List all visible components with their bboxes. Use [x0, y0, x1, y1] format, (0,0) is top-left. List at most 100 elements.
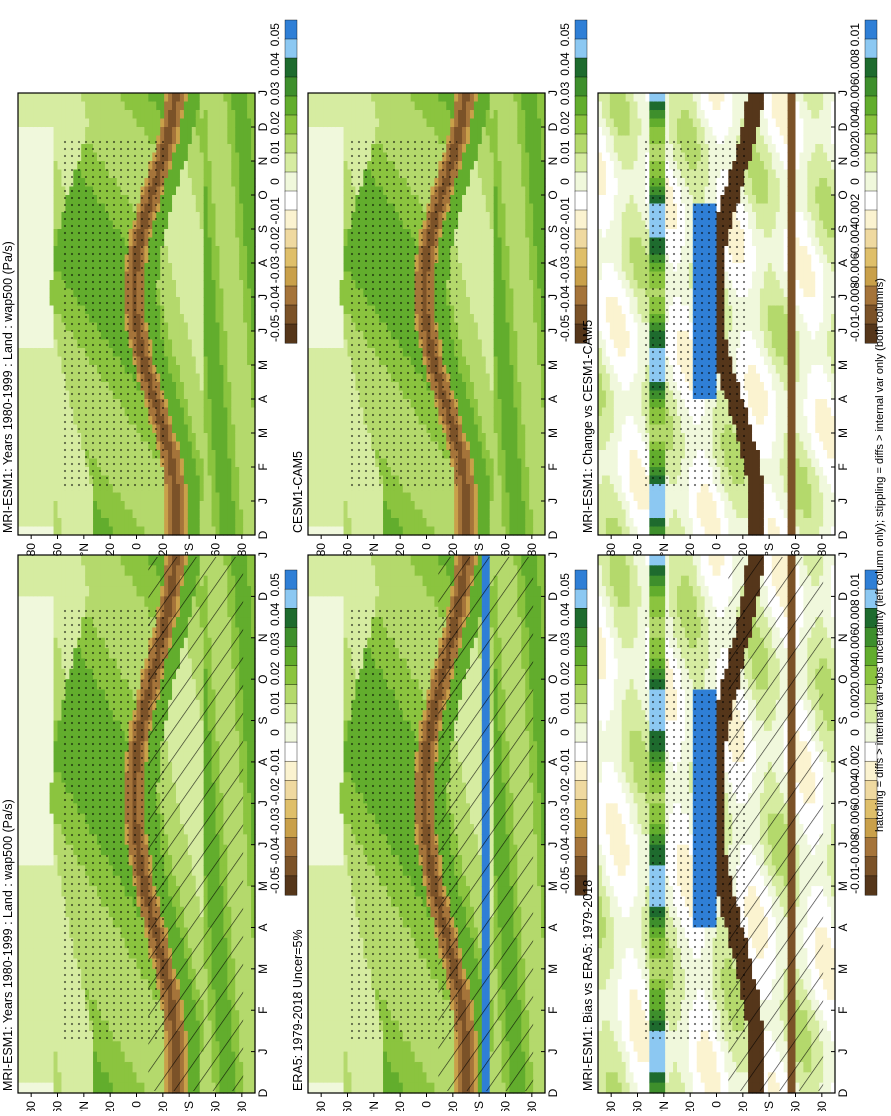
heat-cell	[26, 1052, 31, 1063]
heat-cell	[140, 1083, 145, 1094]
heat-cell	[46, 408, 51, 417]
heat-cell	[22, 484, 27, 493]
heat-cell	[42, 1021, 47, 1032]
heat-cell	[117, 596, 122, 607]
heat-cell	[89, 586, 94, 597]
heat-cell	[42, 170, 47, 179]
heat-cell	[18, 938, 23, 949]
heat-cell	[22, 153, 27, 162]
heat-cell	[133, 1041, 138, 1052]
heat-cell	[26, 467, 31, 476]
heat-cell	[22, 917, 27, 928]
colorbar-swatch	[285, 819, 297, 838]
heat-cell	[38, 948, 43, 959]
heat-cell	[38, 408, 43, 417]
heat-cell	[50, 204, 55, 213]
heat-cell	[54, 783, 59, 794]
heat-cell	[247, 855, 252, 866]
heat-cell	[247, 1000, 252, 1011]
time-tick-label: F	[256, 1007, 270, 1014]
heat-cell	[125, 586, 130, 597]
heat-cell	[50, 518, 55, 527]
heat-cell	[50, 1010, 55, 1021]
heat-cell	[38, 510, 43, 519]
heat-cell	[137, 518, 142, 527]
heat-cell	[54, 948, 59, 959]
heat-cell	[26, 476, 31, 485]
heat-cell	[133, 102, 138, 111]
heat-cell	[38, 731, 43, 742]
heat-cell	[109, 576, 114, 587]
heat-cell	[38, 161, 43, 170]
heat-cell	[54, 289, 59, 298]
heat-cell	[22, 357, 27, 366]
heat-cell	[50, 607, 55, 618]
heat-cell	[101, 1052, 106, 1063]
heat-cell	[38, 450, 43, 459]
heat-cell	[247, 803, 252, 814]
heat-cell	[26, 433, 31, 442]
heat-cell	[30, 136, 35, 145]
heat-cell	[46, 772, 51, 783]
heat-cell	[30, 907, 35, 918]
heat-cell	[26, 408, 31, 417]
heat-cell	[73, 119, 78, 128]
heat-cell	[22, 144, 27, 153]
heat-cell	[54, 144, 59, 153]
heat-cell	[247, 617, 252, 628]
heat-cell	[65, 93, 70, 102]
heat-cell	[140, 510, 145, 519]
heat-cell	[26, 229, 31, 238]
heat-cell	[30, 627, 35, 638]
heat-cell	[38, 476, 43, 485]
heat-cell	[50, 340, 55, 349]
heat-cell	[54, 399, 59, 408]
heat-cell	[117, 127, 122, 136]
heat-cell	[42, 896, 47, 907]
heat-cell	[42, 690, 47, 701]
heat-cell	[30, 927, 35, 938]
heat-cell	[54, 102, 59, 111]
heat-cell	[46, 144, 51, 153]
heat-cell	[18, 144, 23, 153]
heat-cell	[34, 357, 39, 366]
heat-cell	[65, 576, 70, 587]
heat-cell	[50, 731, 55, 742]
heat-cell	[38, 617, 43, 628]
heat-cell	[18, 731, 23, 742]
heat-cell	[26, 289, 31, 298]
heat-cell	[137, 1041, 142, 1052]
heat-cell	[247, 586, 252, 597]
heat-cell	[69, 1052, 74, 1063]
heat-cell	[54, 331, 59, 340]
heat-cell	[121, 1062, 126, 1073]
heat-cell	[38, 195, 43, 204]
heat-cell	[30, 263, 35, 272]
heat-cell	[73, 1083, 78, 1094]
heat-cell	[26, 586, 31, 597]
heat-cell	[38, 518, 43, 527]
heat-cell	[243, 1041, 248, 1052]
heat-cell	[46, 161, 51, 170]
heat-cell	[30, 1052, 35, 1063]
colorbar-label: 0.02	[268, 661, 282, 685]
heat-cell	[109, 127, 114, 136]
heat-cell	[46, 195, 51, 204]
heat-cell	[30, 467, 35, 476]
heat-cell	[38, 586, 43, 597]
heat-cell	[50, 876, 55, 887]
heat-cell	[34, 493, 39, 502]
heat-cell	[109, 527, 114, 536]
heat-cell	[18, 382, 23, 391]
heat-cell	[50, 272, 55, 281]
heat-cell	[46, 272, 51, 281]
colorbar-swatch	[285, 723, 297, 742]
heat-cell	[30, 1072, 35, 1083]
heat-cell	[73, 1062, 78, 1073]
heat-cell	[46, 576, 51, 587]
heat-cell	[22, 596, 27, 607]
heat-cell	[247, 1031, 252, 1042]
heat-cell	[105, 1041, 110, 1052]
heat-cell	[18, 959, 23, 970]
heat-cell	[22, 1000, 27, 1011]
